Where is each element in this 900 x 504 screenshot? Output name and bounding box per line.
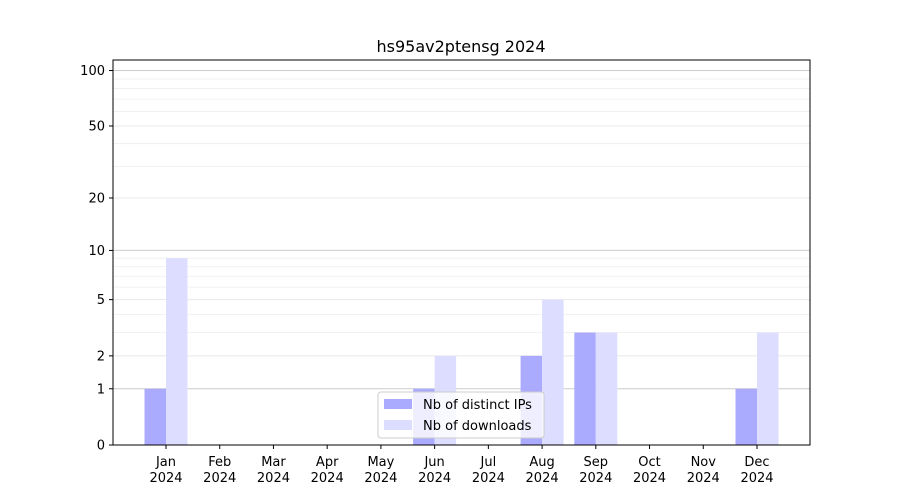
y-tick-label: 20 — [88, 191, 105, 206]
x-tick-label: Mar — [261, 455, 286, 470]
plot-frame — [112, 59, 811, 446]
x-tick-label: 2024 — [526, 471, 559, 486]
bar-downloads — [757, 332, 779, 445]
x-tick-label: 2024 — [364, 471, 397, 486]
legend-swatch — [384, 399, 412, 409]
x-tick-label: 2024 — [311, 471, 344, 486]
x-tick-label: Aug — [529, 455, 554, 470]
x-tick-label: 2024 — [203, 471, 236, 486]
x-tick-label: Apr — [316, 455, 339, 470]
bar-distinct-ips — [735, 388, 757, 445]
y-tick-label: 5 — [97, 293, 105, 308]
legend: Nb of distinct IPs Nb of downloads — [377, 391, 545, 439]
bar-downloads — [595, 332, 618, 445]
legend-label: Nb of distinct IPs — [423, 398, 532, 413]
x-tick-label: May — [367, 455, 394, 470]
y-tick-label: 10 — [88, 244, 105, 259]
bar-distinct-ips — [144, 388, 166, 445]
x-tick-label: Jul — [480, 455, 497, 470]
y-tick-label: 0 — [97, 439, 105, 454]
x-tick-label: 2024 — [687, 471, 720, 486]
y-tick-label: 50 — [88, 119, 105, 134]
x-tick-label: Sep — [584, 455, 609, 470]
x-tick-label: 2024 — [418, 471, 451, 486]
legend-swatch — [384, 420, 412, 430]
x-tick-label: Dec — [744, 455, 769, 470]
bar-downloads — [542, 299, 564, 445]
x-tick-label: 2024 — [257, 471, 290, 486]
bar-downloads — [166, 258, 188, 445]
x-tick-label: Jan — [155, 455, 176, 470]
chart-title: hs95av2ptensg 2024 — [377, 37, 546, 56]
y-tick-label: 100 — [80, 64, 105, 79]
y-tick-label: 2 — [97, 349, 105, 364]
x-tick-label: Oct — [638, 455, 660, 470]
legend-label: Nb of downloads — [423, 419, 532, 434]
x-tick-label: 2024 — [149, 471, 182, 486]
x-tick-label: 2024 — [472, 471, 505, 486]
x-tick-label: Nov — [691, 455, 717, 470]
bar-distinct-ips — [574, 332, 596, 445]
legend-box — [377, 391, 545, 439]
x-tick-label: 2024 — [633, 471, 666, 486]
x-tick-label: 2024 — [740, 471, 773, 486]
x-tick-label: Feb — [208, 455, 231, 470]
y-tick-label: 1 — [97, 382, 105, 397]
x-tick-label: Jun — [423, 455, 444, 470]
x-tick-label: 2024 — [579, 471, 612, 486]
